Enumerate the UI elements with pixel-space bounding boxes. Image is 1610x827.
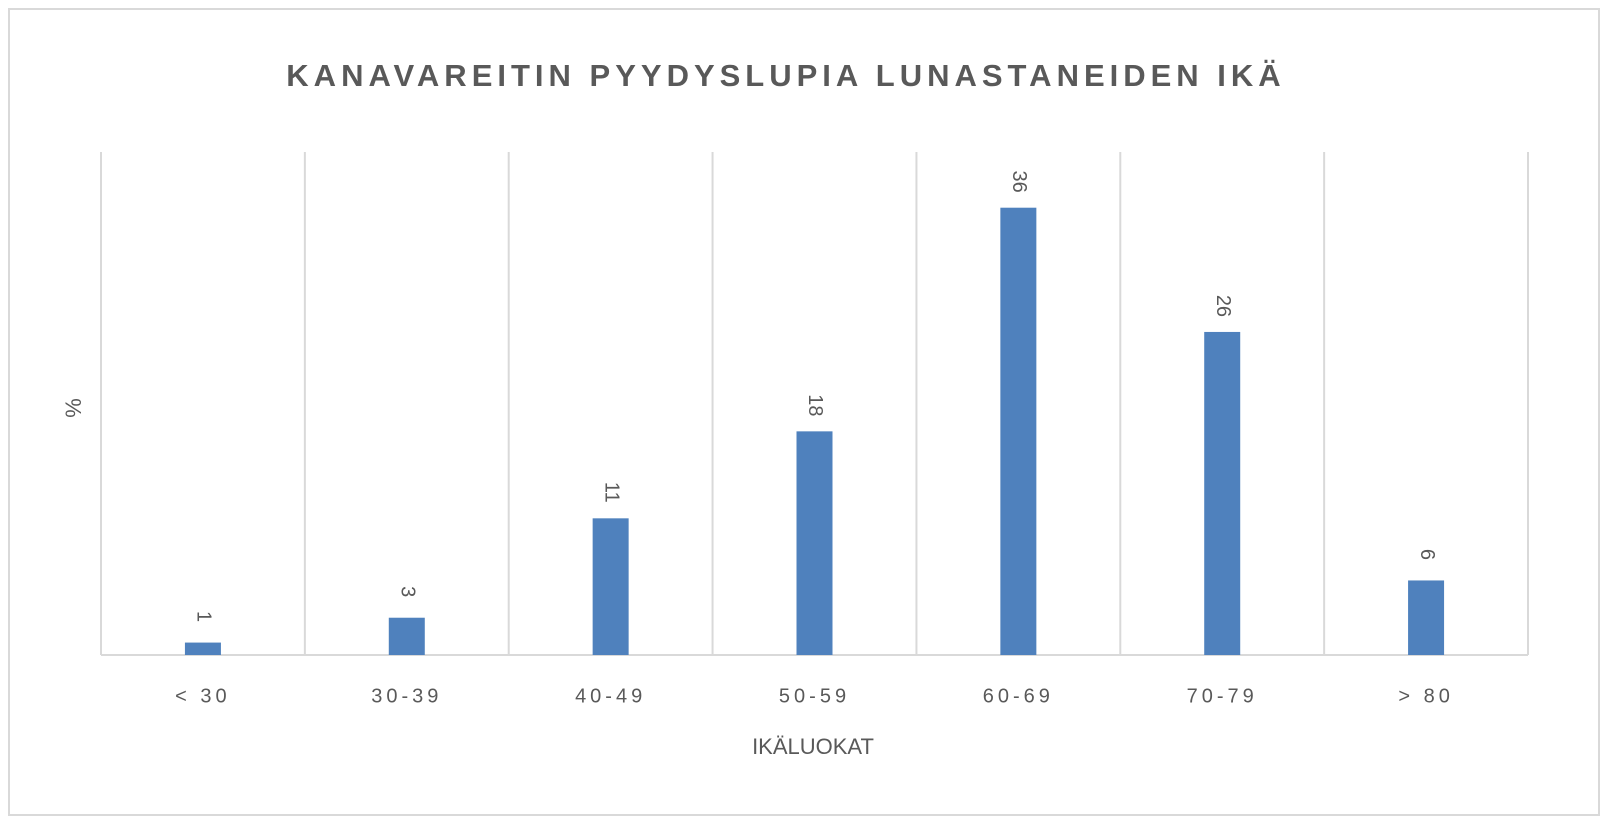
bar: [1000, 207, 1037, 655]
bar: [184, 642, 221, 655]
bar: [1408, 580, 1445, 655]
data-label: 1: [193, 611, 215, 622]
data-label: 6: [1416, 549, 1438, 560]
x-tick-label: < 30: [175, 685, 230, 707]
bar: [592, 518, 629, 655]
data-label: 11: [600, 482, 622, 503]
data-label: 3: [397, 586, 419, 597]
data-label: 36: [1008, 171, 1030, 193]
x-tick-label: 30-39: [371, 685, 442, 707]
chart-frame: [8, 8, 1600, 816]
x-tick-label: 70-79: [1187, 685, 1258, 707]
data-label: 26: [1212, 295, 1234, 317]
bar: [388, 617, 425, 655]
chart-title: KANAVAREITIN PYYDYSLUPIA LUNASTANEIDEN I…: [286, 58, 1285, 93]
bar: [796, 431, 833, 655]
x-tick-label: > 80: [1398, 685, 1453, 707]
y-axis-label: %: [61, 398, 86, 418]
x-axis-label: IKÄLUOKAT: [752, 734, 874, 759]
x-tick-label: 40-49: [575, 685, 646, 707]
x-tick-label: 60-69: [983, 685, 1054, 707]
data-label: 18: [804, 394, 826, 416]
x-tick-label: 50-59: [779, 685, 850, 707]
bar: [1204, 331, 1241, 655]
